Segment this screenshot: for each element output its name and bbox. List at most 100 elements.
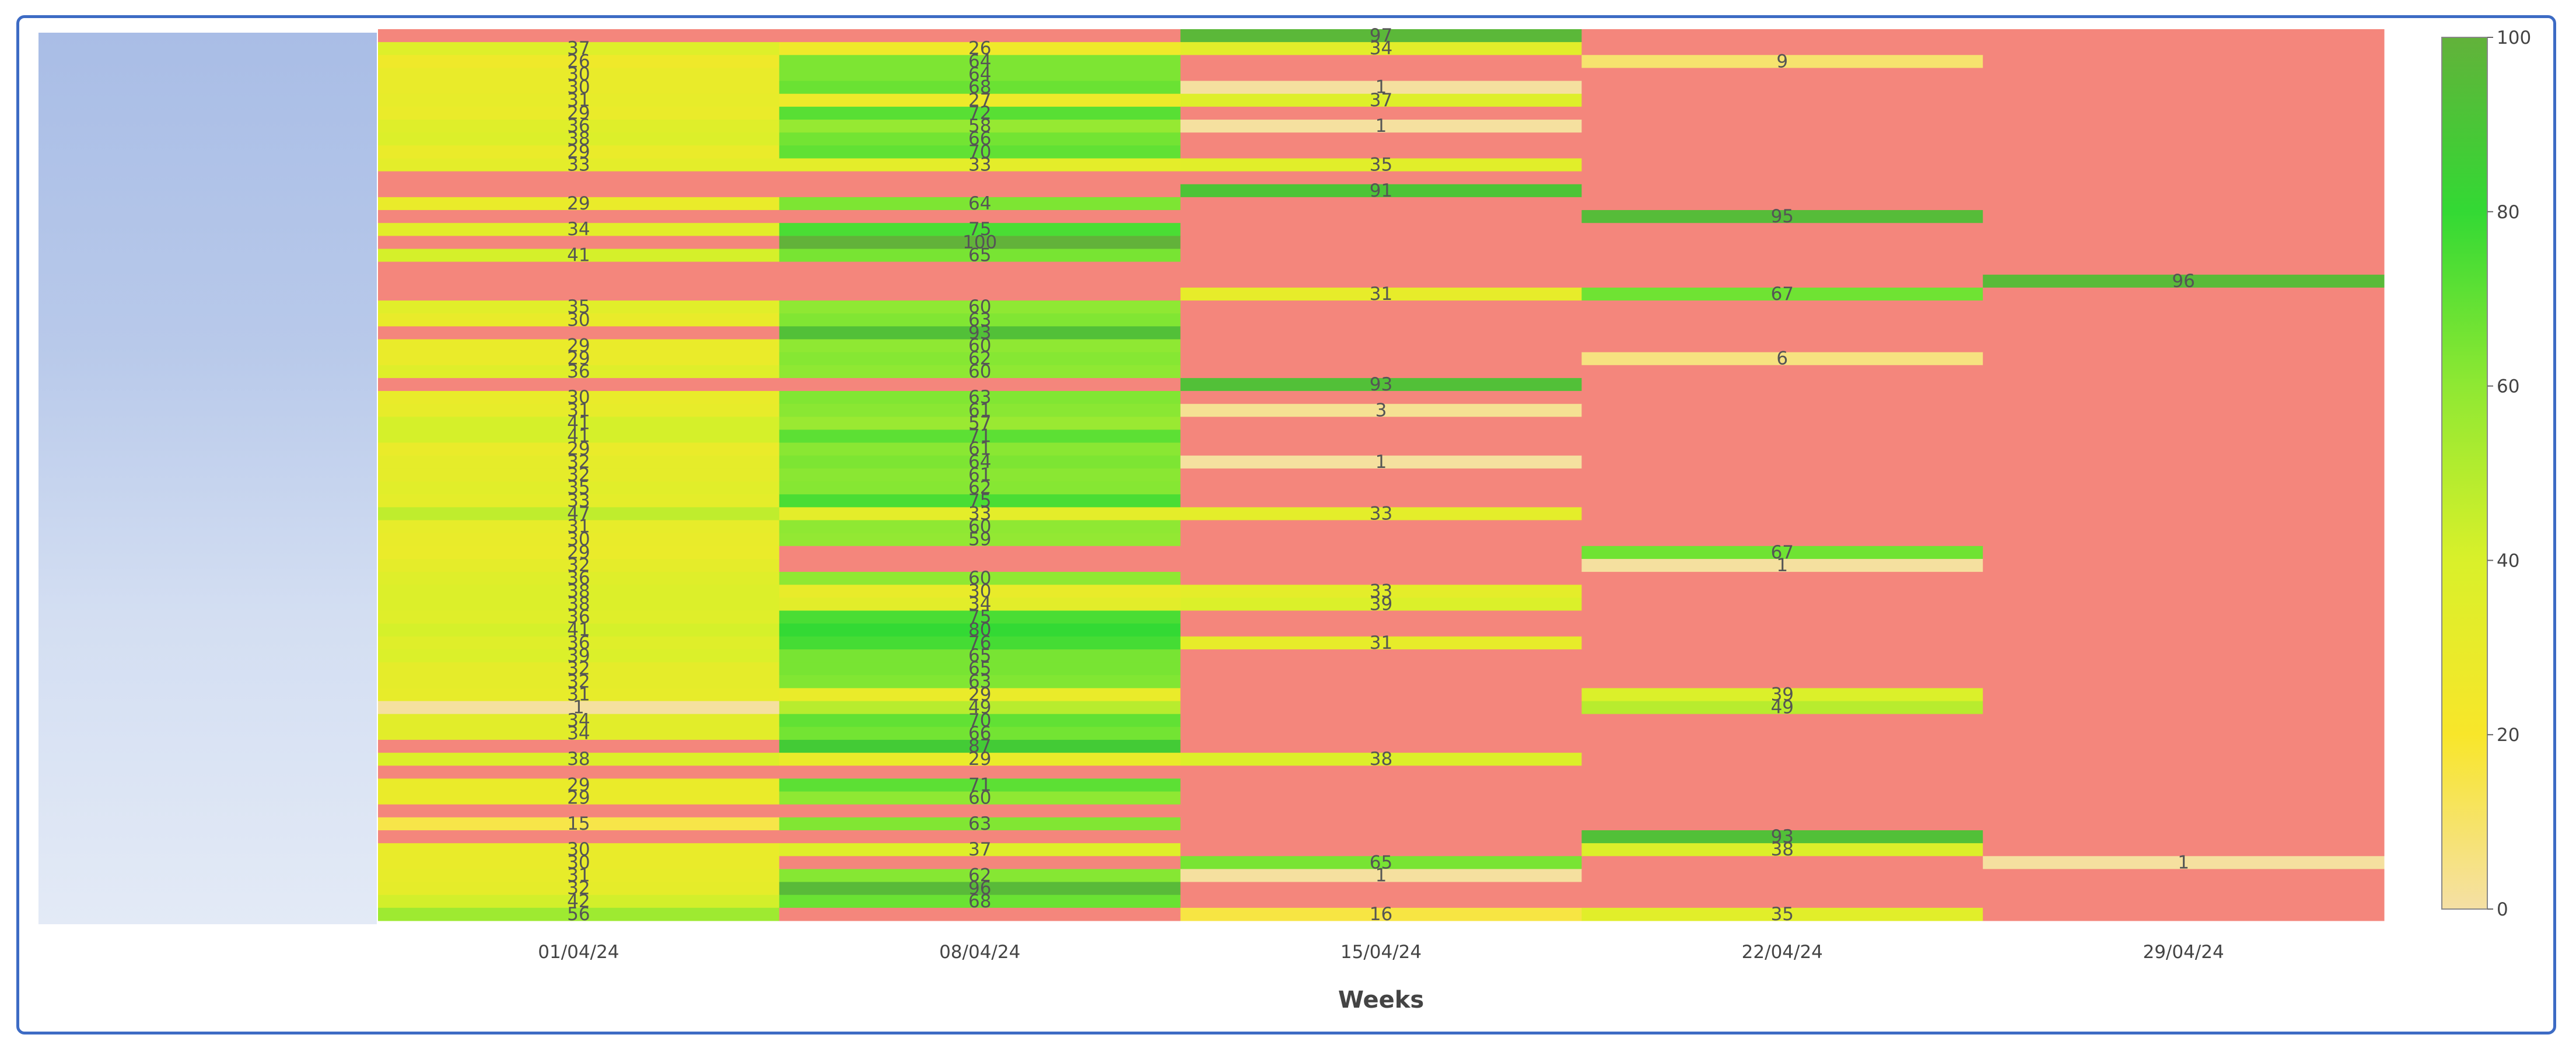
heatmap-cell [378,120,780,133]
heatmap-cell [1180,261,1582,275]
heatmap-cell [1581,701,1983,715]
heatmap-cell-value: 60 [968,335,991,357]
heatmap-cell-value: 38 [567,593,590,614]
colorbar-tick-label: 20 [2497,725,2519,746]
x-tick-label: 22/04/24 [1742,942,1823,963]
heatmap-cell [1983,223,2385,236]
heatmap-cell [1180,68,1582,82]
heatmap-cell [378,339,780,353]
heatmap-cell [779,145,1181,159]
heatmap-cell [378,843,780,857]
heatmap-cell [1581,68,1983,82]
heatmap-cell [779,597,1181,611]
heatmap-cell [1180,830,1582,844]
heatmap-cell-value: 96 [2172,271,2194,292]
heatmap-cell [779,856,1181,869]
heatmap-cell [378,106,780,120]
heatmap-cell [1581,29,1983,43]
heatmap-cell-value: 31 [567,400,590,421]
heatmap-cell-value: 64 [968,64,991,85]
heatmap-cell [1983,481,2385,495]
heatmap-cell [1581,791,1983,805]
heatmap-cell [779,585,1181,598]
heatmap-cell [779,817,1181,831]
heatmap-cell-value: 36 [567,568,590,589]
x-tick-label: 15/04/24 [1340,942,1422,963]
heatmap-cell-value: 34 [567,723,590,744]
heatmap-cell [1581,597,1983,611]
heatmap-cell [1581,145,1983,159]
heatmap-cell [378,391,780,404]
heatmap-cell [1180,726,1582,740]
heatmap-cell [1983,326,2385,340]
heatmap-cell-value: 61 [968,400,991,421]
heatmap-cell [1581,429,1983,443]
heatmap-cell [1581,572,1983,585]
heatmap-cell [1581,753,1983,766]
heatmap-cell [1180,675,1582,688]
heatmap-cell [1180,882,1582,896]
heatmap-cell [1581,442,1983,456]
heatmap-cell-value: 15 [567,813,590,834]
heatmap-cell [779,339,1181,353]
heatmap-cell [378,417,780,430]
heatmap-cell [378,442,780,456]
heatmap-cell-value: 35 [567,296,590,317]
heatmap-cell [1983,132,2385,146]
heatmap-cell-value: 30 [567,839,590,860]
heatmap-cell [1180,417,1582,430]
heatmap-cell-value: 62 [968,865,991,886]
heatmap-cell [1983,739,2385,753]
heatmap-cell [1581,714,1983,728]
heatmap-cell [378,714,780,728]
heatmap-cell [1983,753,2385,766]
heatmap-cell-value: 60 [968,516,991,537]
heatmap-cell-value: 34 [567,219,590,240]
heatmap-cell [378,726,780,740]
heatmap-cell [1983,636,2385,650]
heatmap-cell-value: 63 [968,813,991,834]
heatmap-cell-value: 59 [968,529,991,550]
heatmap-cell-value: 32 [567,878,590,899]
heatmap-cell [1983,907,2385,921]
heatmap-cell [378,558,780,572]
heatmap-cell [1983,817,2385,831]
heatmap-cell [1983,287,2385,301]
heatmap-cell-value: 36 [567,632,590,653]
heatmap-cell [378,494,780,508]
heatmap-cell-value: 34 [968,593,991,614]
heatmap-cell [779,417,1181,430]
heatmap-cell [378,468,780,482]
heatmap-cell-value: 37 [968,839,991,860]
heatmap-cell-value: 33 [1370,581,1392,602]
heatmap-cell-value: 71 [968,426,991,447]
heatmap-cell [1581,42,1983,55]
heatmap-cell [779,701,1181,715]
heatmap-cell [1180,662,1582,676]
heatmap-cell [779,300,1181,314]
heatmap-cell-value: 60 [968,361,991,382]
heatmap-cell-value: 91 [1370,180,1392,201]
heatmap-cell-value: 68 [968,77,991,98]
x-axis-title: Weeks [1338,987,1424,1013]
heatmap-cell [1180,766,1582,779]
chart-frame [16,15,2556,1034]
heatmap-cell-value: 49 [1771,697,1794,718]
heatmap-cell [1180,753,1582,766]
heatmap-cell [1180,546,1582,560]
heatmap-cell [779,804,1181,818]
heatmap-cell-value: 68 [968,891,991,912]
heatmap-cell [378,210,780,223]
heatmap-cell-value: 31 [567,90,590,111]
heatmap-cell-value: 38 [1370,749,1392,770]
heatmap-cell [1180,145,1582,159]
heatmap-cell-value: 9 [1776,51,1788,72]
heatmap-cell-value: 30 [567,309,590,330]
heatmap-cell [378,236,780,249]
heatmap-cell [1983,869,2385,883]
heatmap-cell [378,869,780,883]
heatmap-cell [779,236,1181,249]
heatmap-cell [779,894,1181,908]
heatmap-cell [1180,791,1582,805]
